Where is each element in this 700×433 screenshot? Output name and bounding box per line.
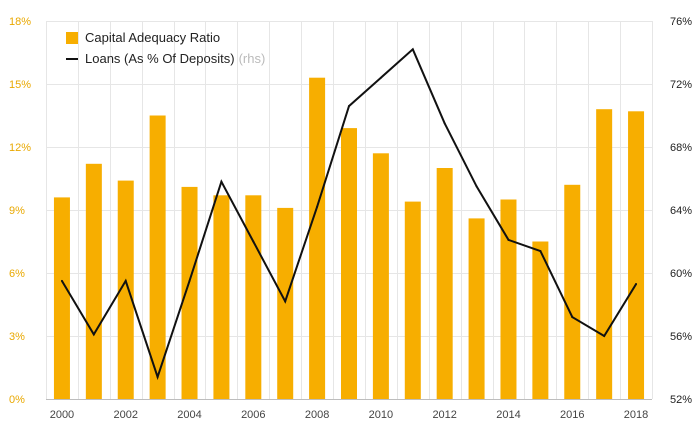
left-axis-tick-label: 0% [9, 394, 25, 406]
line-point-2005 [220, 180, 223, 183]
x-tick-label: 2004 [177, 409, 201, 421]
legend-note-rhs: (rhs) [238, 51, 266, 66]
line-point-2016 [571, 316, 574, 319]
x-axis: 2000 2002 2004 2006 2008 2010 2012 2014 2016 2018 [46, 399, 652, 421]
bar-2018 [628, 111, 645, 400]
bar-2010 [372, 153, 389, 399]
left-axis-tick-label: 9% [9, 205, 25, 217]
legend-item-loans: Loans (As % Of Deposits) (rhs) [66, 48, 265, 69]
x-tick-label: 2018 [624, 409, 648, 421]
left-axis-tick-label: 15% [9, 79, 31, 91]
x-tick-label: 2016 [560, 409, 584, 421]
x-tick-label: 2014 [496, 409, 520, 421]
bar-2006 [245, 195, 262, 399]
line-point-2013 [475, 185, 478, 188]
bar-2013 [468, 218, 485, 399]
line-point-2017 [603, 335, 606, 337]
bar-2004 [181, 186, 198, 399]
line-point-2012 [443, 122, 446, 125]
line-point-2014 [507, 238, 510, 241]
x-tick-label: 2012 [432, 409, 456, 421]
bar-2000 [53, 197, 70, 399]
legend: Capital Adequacy Ratio Loans (As % Of De… [66, 27, 265, 69]
line-point-2002 [124, 279, 127, 282]
right-y-axis: 52% 56% 60% 64% 68% 72% 76% [670, 16, 692, 406]
x-tick-label: 2000 [50, 409, 74, 421]
bar-2005 [213, 195, 230, 399]
right-axis-tick-label: 60% [670, 268, 692, 280]
line-point-2001 [92, 333, 95, 336]
bar-series-capital-adequacy-ratio [53, 77, 645, 400]
right-axis-tick-label: 68% [670, 142, 692, 154]
bar-2015 [532, 241, 549, 399]
right-axis-tick-label: 52% [670, 394, 692, 406]
legend-item-capital-adequacy-ratio: Capital Adequacy Ratio [66, 27, 265, 48]
legend-label-bar: Capital Adequacy Ratio [85, 30, 221, 45]
legend-swatch-line [66, 57, 78, 60]
line-point-2010 [379, 76, 382, 79]
line-point-2007 [284, 300, 287, 303]
line-point-2004 [188, 279, 191, 282]
left-axis-tick-label: 18% [9, 16, 31, 28]
legend-label-line: Loans (As % Of Deposits) [85, 51, 235, 66]
x-tick-label: 2010 [369, 409, 393, 421]
bar-2002 [117, 180, 134, 399]
bar-2011 [404, 201, 421, 399]
left-axis-tick-label: 12% [9, 142, 31, 154]
line-point-2011 [411, 48, 414, 51]
x-tick-label: 2006 [241, 409, 265, 421]
right-axis-tick-label: 76% [670, 16, 692, 28]
legend-swatch-bar [66, 31, 78, 44]
line-point-2000 [60, 279, 63, 282]
left-y-axis: 0% 3% 6% 9% 12% 15% 18% [9, 16, 31, 406]
x-tick-label: 2008 [305, 409, 329, 421]
right-axis-tick-label: 72% [670, 79, 692, 91]
right-axis-tick-label: 64% [670, 205, 692, 217]
left-axis-tick-label: 6% [9, 268, 25, 280]
bar-2007 [277, 207, 294, 399]
bar-2012 [436, 168, 453, 399]
line-point-2003 [156, 375, 159, 378]
left-axis-tick-label: 3% [9, 331, 25, 343]
line-point-2015 [539, 249, 542, 252]
line-point-2006 [252, 240, 255, 243]
line-series-loans-as-pct-of-deposits [60, 47, 638, 381]
right-axis-tick-label: 56% [670, 331, 692, 343]
bar-2008 [309, 77, 326, 399]
bar-2017 [596, 109, 613, 399]
bar-2009 [341, 128, 357, 399]
line-point-2008 [316, 205, 319, 208]
bar-2014 [500, 199, 517, 399]
bar-2001 [85, 163, 102, 399]
bar-2016 [564, 184, 581, 399]
line-point-2009 [348, 105, 350, 108]
line-point-2018 [635, 283, 638, 286]
x-tick-label: 2002 [113, 409, 137, 421]
bar-2003 [149, 115, 166, 399]
